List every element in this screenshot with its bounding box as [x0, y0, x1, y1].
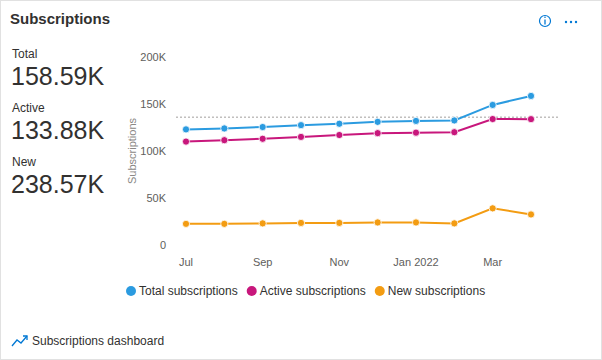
kpi-label: Total	[12, 47, 37, 61]
legend-label: Active subscriptions	[260, 284, 366, 298]
kpi-label: New	[12, 155, 36, 169]
x-tick-label: Nov	[330, 256, 350, 268]
series-marker	[182, 126, 189, 133]
legend-swatch	[126, 286, 136, 296]
info-circle	[540, 16, 551, 27]
series-marker	[297, 122, 304, 129]
footer-link[interactable]: Subscriptions dashboard	[12, 334, 164, 348]
series-marker	[221, 220, 228, 227]
series-marker	[182, 138, 189, 145]
kpi-value: 133.88K	[11, 116, 104, 144]
reference-line	[176, 117, 560, 118]
series-marker	[374, 118, 381, 125]
series-marker	[527, 116, 534, 123]
series-marker	[489, 115, 496, 122]
y-tick-label: 50K	[146, 192, 166, 204]
title: Subscriptions	[10, 10, 110, 27]
y-tick-label: 100K	[140, 145, 166, 157]
card-frame	[1, 1, 602, 360]
more-dot	[575, 21, 577, 23]
card: Subscriptions Total158.59K Active133.88K Ne…	[0, 0, 602, 360]
more-dot	[570, 21, 572, 23]
x-tick-label: Mar	[483, 256, 502, 268]
series-marker	[374, 219, 381, 226]
series-marker	[259, 135, 266, 142]
legend-swatch	[247, 286, 257, 296]
info-stem	[544, 20, 545, 25]
series-marker	[182, 220, 189, 227]
more-dot	[565, 21, 567, 23]
info-dot	[544, 17, 546, 19]
series-marker	[221, 125, 228, 132]
series-marker	[336, 131, 343, 138]
y-tick-label: 150K	[140, 98, 166, 110]
series-marker	[412, 219, 419, 226]
series-marker	[489, 101, 496, 108]
series-marker	[451, 117, 458, 124]
y-axis-label: Subscriptions	[126, 117, 138, 184]
y-tick-label: 0	[160, 239, 166, 251]
series-marker	[451, 220, 458, 227]
plot-area	[176, 92, 560, 227]
series-marker	[297, 133, 304, 140]
series-line	[186, 208, 531, 224]
series-marker	[527, 92, 534, 99]
series-marker	[527, 211, 534, 218]
series-marker	[336, 219, 343, 226]
series-marker	[297, 219, 304, 226]
series-marker	[412, 117, 419, 124]
legend-label: Total subscriptions	[139, 284, 238, 298]
trend-icon	[12, 336, 27, 346]
series-marker	[221, 137, 228, 144]
series-marker	[336, 120, 343, 127]
legend-swatch	[375, 286, 385, 296]
kpi-label: Active	[12, 101, 45, 115]
x-tick-label: Sep	[253, 256, 273, 268]
info-icon[interactable]	[540, 16, 551, 27]
series-marker	[259, 123, 266, 130]
series-marker	[451, 129, 458, 136]
x-tick-label: Jan 2022	[393, 256, 438, 268]
y-tick-label: 200K	[140, 51, 166, 63]
series-marker	[259, 220, 266, 227]
kpi-value: 158.59K	[11, 62, 104, 90]
series-marker	[374, 130, 381, 137]
series-line	[186, 119, 531, 142]
trend-icon-arrow	[23, 336, 27, 340]
series-marker	[412, 129, 419, 136]
footer-link-text[interactable]: Subscriptions dashboard	[32, 334, 164, 348]
kpi-value: 238.57K	[11, 170, 104, 198]
more-menu[interactable]	[565, 21, 577, 23]
series-marker	[489, 205, 496, 212]
legend-label: New subscriptions	[388, 284, 485, 298]
x-tick-label: Jul	[179, 256, 193, 268]
